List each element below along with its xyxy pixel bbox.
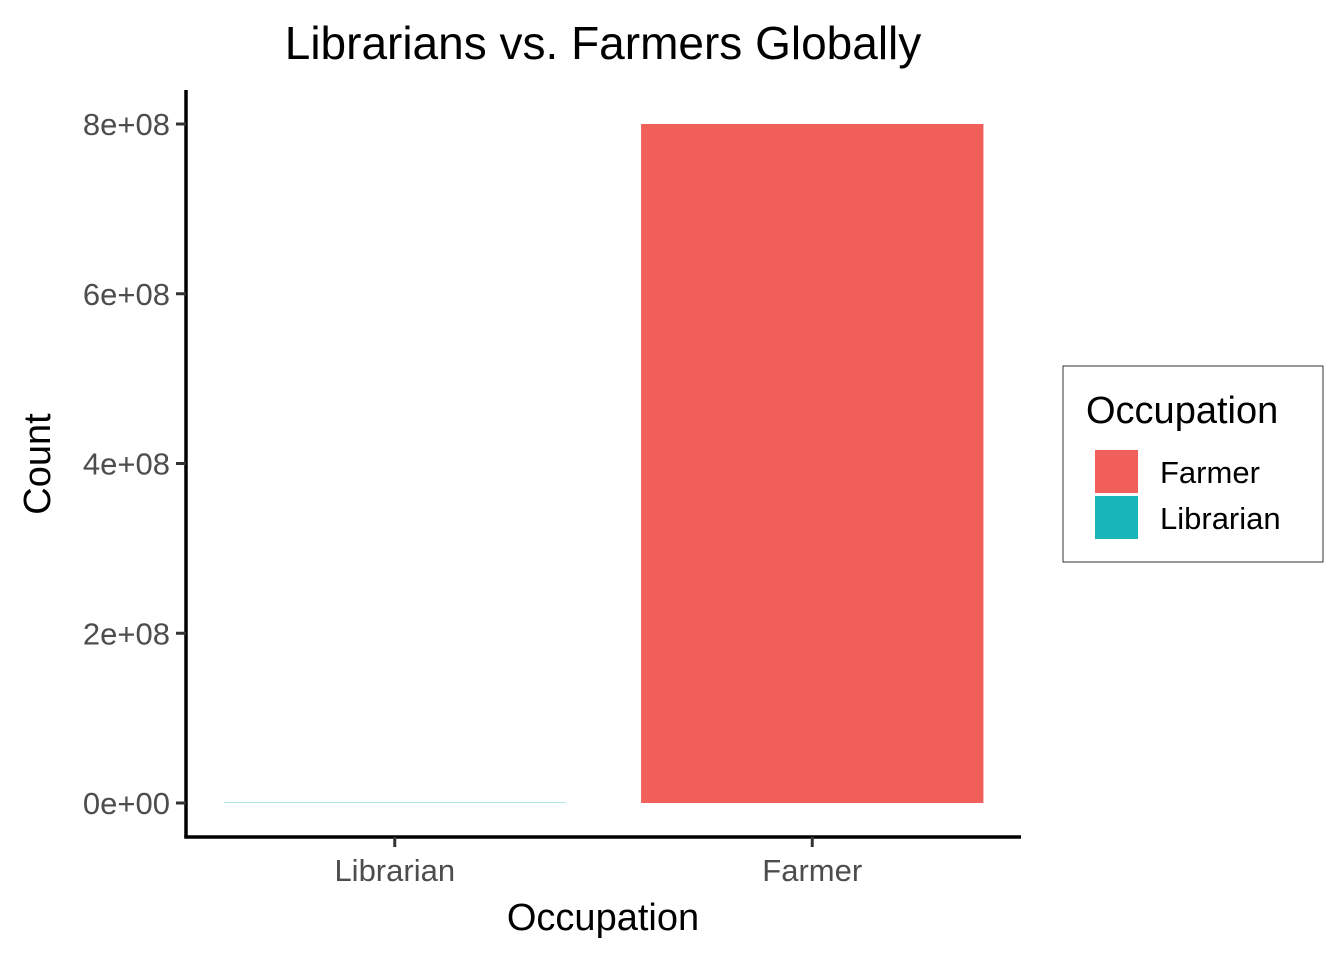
y-tick-label: 6e+08: [83, 277, 170, 312]
x-tick-label: Farmer: [762, 853, 862, 888]
legend: Occupation Farmer Librarian: [1062, 365, 1324, 563]
legend-label-farmer: Farmer: [1160, 455, 1260, 490]
y-tick-label: 4e+08: [83, 447, 170, 482]
bar-farmer: [641, 124, 984, 803]
legend-label-librarian: Librarian: [1160, 501, 1281, 536]
legend-swatch-librarian: [1095, 496, 1138, 539]
x-tick-label: Librarian: [334, 853, 455, 888]
y-tick-label: 0e+00: [83, 786, 170, 821]
x-axis-title: Occupation: [507, 897, 699, 939]
y-tick-label: 2e+08: [83, 616, 170, 651]
y-tick-label: 8e+08: [83, 107, 170, 142]
legend-swatch-farmer: [1095, 450, 1138, 493]
y-axis-title: Count: [17, 413, 59, 515]
legend-items: Farmer Librarian: [1095, 450, 1281, 539]
chart-title: Librarians vs. Farmers Globally: [285, 17, 922, 69]
legend-title: Occupation: [1086, 390, 1278, 432]
bar-librarian: [223, 802, 566, 803]
plot-area: 0e+00 2e+08 4e+08 6e+08 8e+08 Librarian Farmer: [83, 90, 1021, 888]
